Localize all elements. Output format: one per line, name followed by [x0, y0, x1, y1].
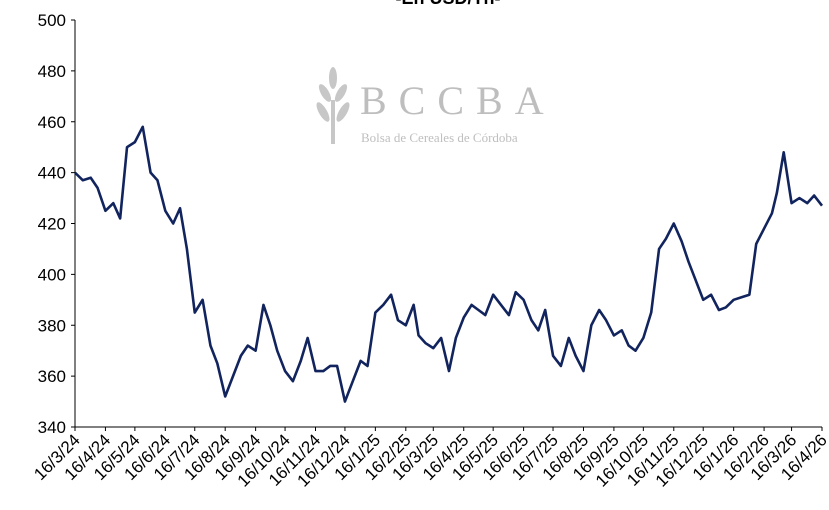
y-tick-label: 400	[38, 265, 66, 284]
watermark-title: BCCBA	[360, 78, 556, 123]
y-tick-label: 340	[38, 418, 66, 437]
line	[74, 125, 824, 403]
y-tick-label: 420	[38, 215, 66, 234]
chart-title: -En USD/Tn-	[396, 0, 501, 8]
watermark-subtitle: Bolsa de Cereales de Córdoba	[361, 130, 518, 145]
watermark: BCCBA Bolsa de Cereales de Córdoba	[316, 67, 556, 145]
watermark-logo	[316, 67, 350, 144]
y-tick-label: 380	[38, 316, 66, 335]
y-tick-label: 440	[38, 164, 66, 183]
y-tick-label: 460	[38, 113, 66, 132]
y-tick-label: 360	[38, 367, 66, 386]
y-tick-label: 500	[38, 11, 66, 30]
y-tick-label: 480	[38, 62, 66, 81]
